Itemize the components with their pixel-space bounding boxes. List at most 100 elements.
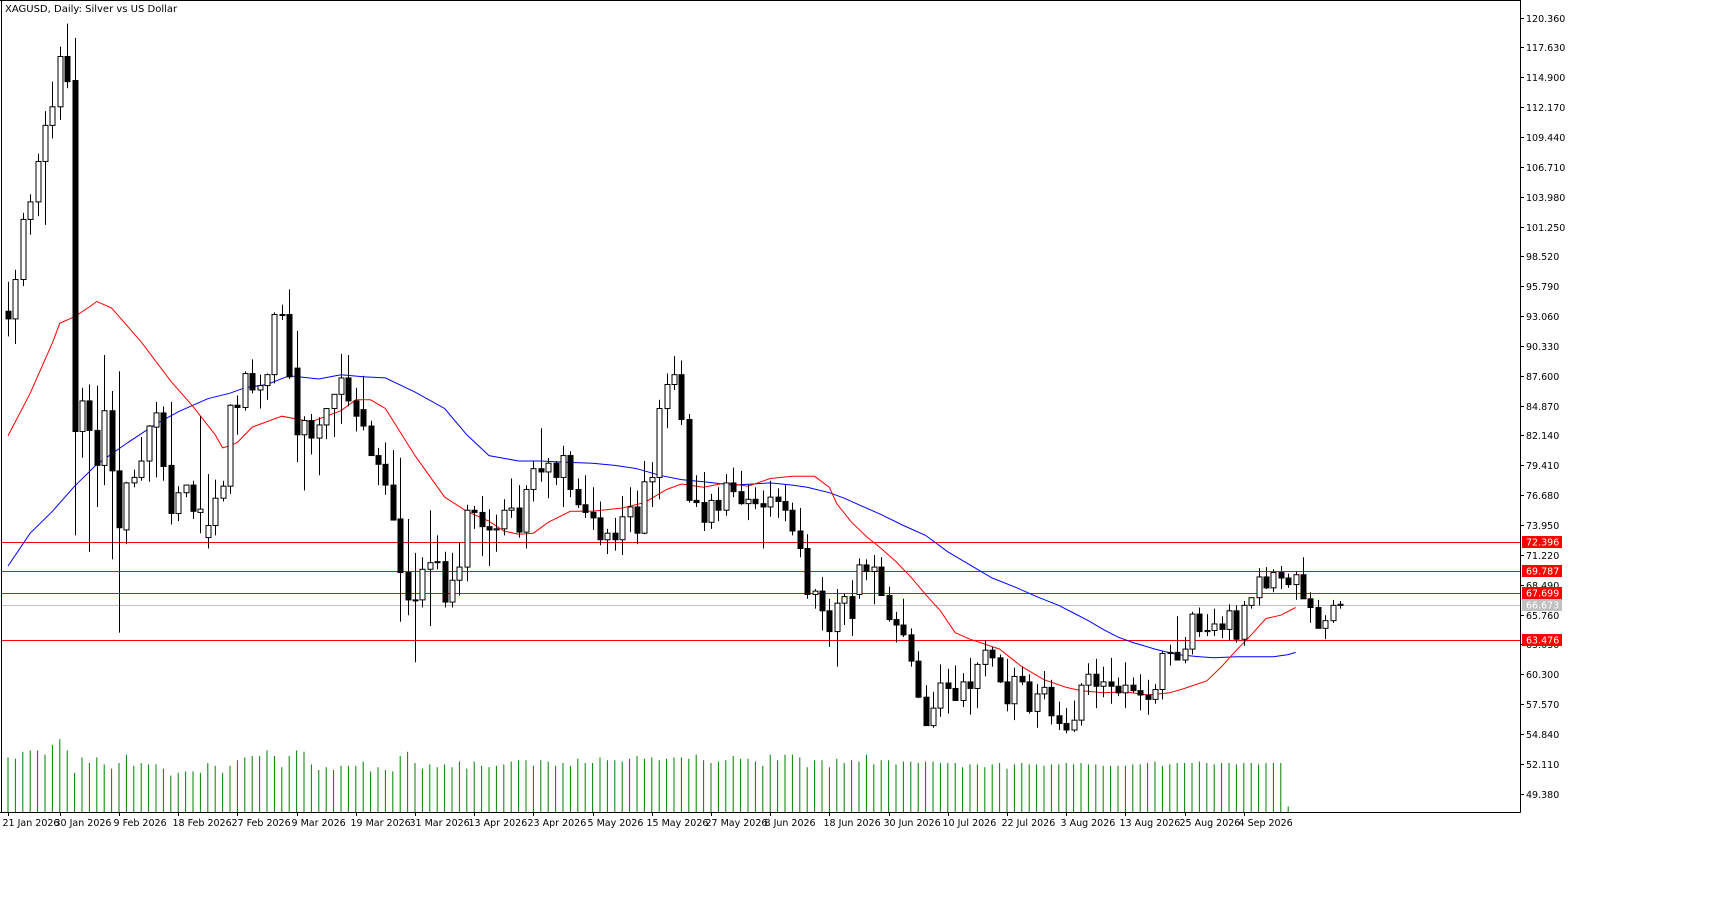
candle-body <box>641 481 648 534</box>
candle-body <box>1130 684 1137 692</box>
candle-body <box>57 55 64 108</box>
candle-body <box>945 682 952 689</box>
candle-body <box>301 420 308 436</box>
candle-body <box>1115 685 1122 694</box>
y-tick-label: 65.760 <box>1526 611 1559 622</box>
candle-body <box>1248 597 1255 606</box>
candle-body <box>456 566 463 581</box>
candle-body <box>627 506 634 518</box>
x-tick-label: 23 Apr 2026 <box>528 818 587 829</box>
candle-body <box>1337 603 1344 606</box>
y-tick-label: 84.870 <box>1526 402 1559 413</box>
candle-body <box>841 596 848 604</box>
candle-body <box>375 455 382 465</box>
candle-body <box>338 377 345 395</box>
candle-body <box>612 532 619 541</box>
candle-body <box>1315 607 1322 629</box>
candle-body <box>205 525 212 539</box>
candle-body <box>812 590 819 595</box>
candle-body <box>197 508 204 513</box>
candle-body <box>64 55 71 83</box>
candle-body <box>1004 681 1011 705</box>
candle-body <box>1219 623 1226 630</box>
candle-body <box>279 314 286 317</box>
candle-body <box>227 404 234 487</box>
candle-body <box>937 682 944 709</box>
candle-body <box>1026 681 1033 712</box>
candle-body <box>1145 694 1152 700</box>
candle-body <box>501 509 508 530</box>
candle-body <box>1233 610 1240 640</box>
x-tick-label: 15 May 2026 <box>647 818 709 829</box>
candle-body <box>974 663 981 689</box>
y-tick-label: 109.440 <box>1526 133 1565 144</box>
candle-body <box>545 462 552 473</box>
axes: 120.360 117.630 114.900 112.170 109.440 106.7… <box>0 0 1565 829</box>
candle-body <box>35 160 42 203</box>
y-tick-label: 95.790 <box>1526 282 1559 293</box>
volume-bars <box>7 739 1289 812</box>
candle-body <box>693 499 700 504</box>
candle-body <box>538 468 545 473</box>
candle-body <box>1071 719 1078 731</box>
candle-body <box>49 106 56 126</box>
candle-body <box>1300 574 1307 600</box>
candle-body <box>678 374 685 420</box>
level-label-bg <box>1522 587 1562 599</box>
candle-body <box>782 500 789 511</box>
candle-body <box>1085 673 1092 686</box>
candle-body <box>582 504 589 513</box>
candle-body <box>900 624 907 636</box>
level-label-bg <box>1522 565 1562 577</box>
candle-body <box>715 499 722 511</box>
level-label-bg <box>1522 536 1562 548</box>
x-tick-label: 18 Jun 2026 <box>824 818 881 829</box>
y-tick-label: 106.710 <box>1526 163 1565 174</box>
candle-body <box>286 314 293 378</box>
candle-body <box>553 462 560 478</box>
y-tick-label: 52.110 <box>1526 760 1559 771</box>
candle-body <box>834 602 841 633</box>
candle-body <box>412 599 419 602</box>
candle-body <box>294 367 301 436</box>
candle-body <box>331 393 338 410</box>
candle-body <box>960 681 967 701</box>
x-tick-label: 27 Feb 2026 <box>232 818 291 829</box>
candle-body <box>397 518 404 574</box>
candle-body <box>619 516 626 541</box>
candle-body <box>886 595 893 621</box>
y-tick-label: 112.170 <box>1526 103 1565 114</box>
y-tick-label: 117.630 <box>1526 43 1565 54</box>
candle-body <box>1226 610 1233 630</box>
candle-body <box>789 509 796 532</box>
candle-body <box>989 649 996 659</box>
candle-body <box>1285 577 1292 586</box>
candle-body <box>1137 690 1144 696</box>
x-tick-label: 21 Jan 2026 <box>3 818 60 829</box>
candle-body <box>923 696 930 727</box>
candle-body <box>738 491 745 505</box>
candle-body <box>701 502 708 523</box>
y-tick-label: 57.570 <box>1526 700 1559 711</box>
candle-body <box>908 634 915 662</box>
candle-body <box>1011 675 1018 705</box>
candle-body <box>493 528 500 531</box>
candle-body <box>138 460 145 478</box>
candle-body <box>775 496 782 502</box>
candle-body <box>479 511 486 528</box>
candle-body <box>5 310 12 320</box>
candle-body <box>871 566 878 572</box>
x-tick-label: 22 Jul 2026 <box>1002 818 1056 829</box>
level-labels: 72.396 69.787 67.699 63.476 66.673 <box>1522 536 1562 647</box>
y-tick-label: 114.900 <box>1526 73 1565 84</box>
candle-body <box>1041 686 1048 695</box>
candle-body <box>597 517 604 541</box>
y-tick-label: 90.330 <box>1526 342 1559 353</box>
candle-body <box>819 590 826 612</box>
candle-body <box>183 484 190 494</box>
candle-body <box>767 496 774 508</box>
chart-title: XAGUSD, Daily: Silver vs US Dollar <box>5 4 178 15</box>
current-price-label: 66.673 <box>1526 601 1559 612</box>
